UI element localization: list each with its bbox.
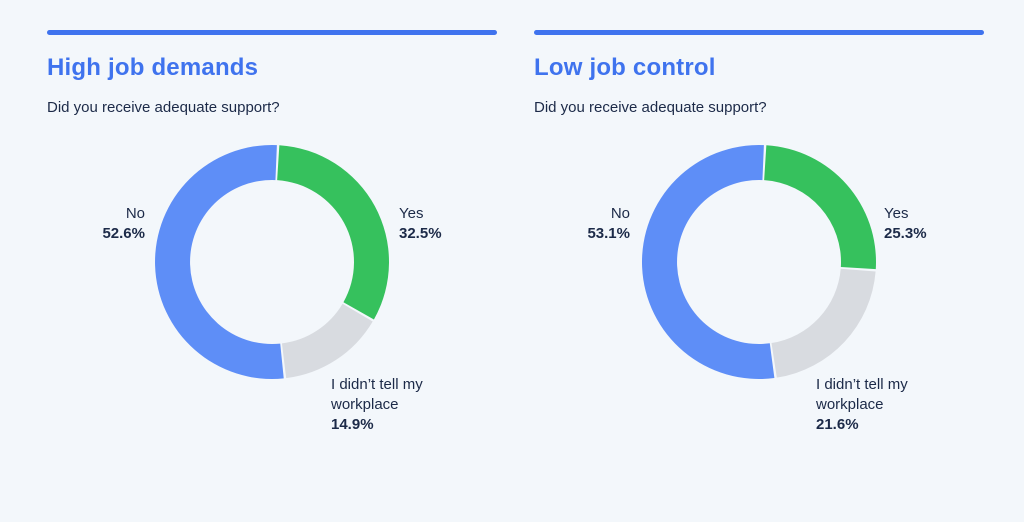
donut-slice-didnt-tell [771,268,876,378]
donut-slice-yes [277,145,390,320]
panel-top-rule [47,30,497,35]
slice-label-value: 52.6% [102,225,145,242]
donut-slice-didnt-tell [281,303,373,379]
slice-label-value: 21.6% [816,416,859,433]
slice-label-name-line2: workplace [816,396,884,413]
slice-label-name: No [125,205,145,222]
slice-label-value: 53.1% [587,225,630,242]
chart-panel-high-job-demands: High job demands Did you receive adequat… [47,0,497,522]
slice-label-value: 32.5% [399,225,442,242]
slice-label-yes: Yes 25.3% [884,204,927,244]
slice-label-yes: Yes 32.5% [399,204,442,244]
chart-subtitle: Did you receive adequate support? [534,99,767,116]
slice-label-name-line1: I didn’t tell my [816,376,908,393]
donut-chart [641,144,876,379]
donut-slice-no [155,144,284,379]
chart-panel-low-job-control: Low job control Did you receive adequate… [534,0,984,522]
donut-slice-yes [764,145,876,270]
chart-title: Low job control [534,54,716,81]
slice-label-name-line1: I didn’t tell my [331,376,423,393]
slice-label-name: Yes [884,205,909,222]
slice-label-name-line2: workplace [331,396,399,413]
donut-slice-no [641,144,775,379]
panel-top-rule [534,30,984,35]
slice-label-didnt-tell: I didn’t tell my workplace 14.9% [331,375,423,435]
slice-label-no: No 52.6% [95,204,145,244]
chart-subtitle: Did you receive adequate support? [47,99,280,116]
chart-title: High job demands [47,54,259,81]
slice-label-name: No [610,205,630,222]
slice-label-value: 25.3% [884,225,927,242]
donut-chart [155,144,390,379]
slice-label-value: 14.9% [331,416,374,433]
slice-label-name: Yes [399,205,424,222]
slice-label-didnt-tell: I didn’t tell my workplace 21.6% [816,375,908,435]
slice-label-no: No 53.1% [580,204,630,244]
